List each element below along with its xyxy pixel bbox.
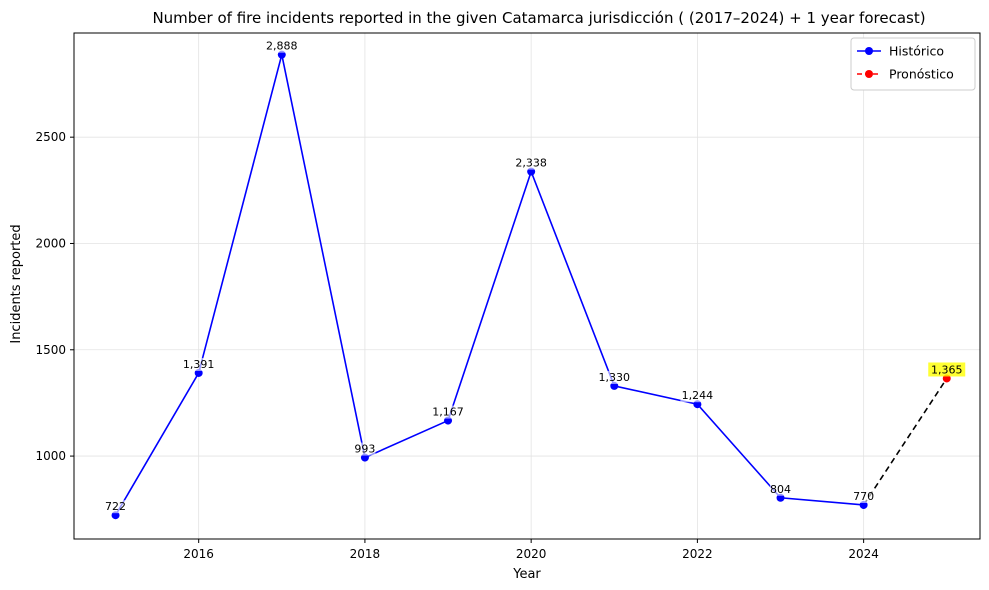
- x-axis-label: Year: [512, 567, 541, 582]
- forecast-label-highlight: [928, 362, 966, 377]
- forecast-data-label: 1,365: [931, 363, 963, 376]
- y-tick-label: 2500: [35, 130, 66, 144]
- legend-label: Histórico: [889, 44, 944, 59]
- data-label: 770: [853, 490, 874, 503]
- data-label: 1,167: [432, 406, 464, 419]
- x-tick-label: 2016: [183, 547, 214, 561]
- data-label-background: [104, 500, 127, 514]
- x-tick-label: 2018: [350, 547, 381, 561]
- data-label: 993: [354, 443, 375, 456]
- data-label: 2,888: [266, 40, 298, 53]
- data-label: 722: [105, 500, 126, 513]
- data-label: 1,244: [682, 389, 714, 402]
- x-tick-label: 2024: [848, 547, 879, 561]
- data-label-background: [514, 156, 549, 170]
- y-tick-label: 1000: [35, 449, 66, 463]
- axes: 2016 2018 2020 2022 2024 1000 1500 2000 2500: [35, 32, 981, 561]
- chart-title: Number of fire incidents reported in the…: [152, 9, 925, 27]
- data-label-background: [354, 442, 376, 456]
- legend-label: Pronóstico: [889, 67, 954, 82]
- grid: [74, 33, 980, 539]
- x-tick-label: 2020: [516, 547, 547, 561]
- data-label: 804: [770, 483, 791, 496]
- data-label-background: [769, 482, 792, 496]
- legend-marker-swatch: [865, 70, 873, 78]
- data-label-background: [181, 357, 216, 371]
- data-label-background: [431, 405, 466, 419]
- data-label-background: [853, 489, 875, 503]
- legend-marker-swatch: [865, 47, 873, 55]
- series-line-historico: [114, 54, 864, 516]
- x-tick-label: 2022: [682, 547, 713, 561]
- data-labels: 722 1,391 2,888 993 1,167 2,338 1,330 1,244 804 7…: [104, 39, 966, 514]
- data-label: 1,391: [183, 358, 215, 371]
- y-tick-label: 1500: [35, 343, 66, 357]
- data-label-background: [597, 370, 632, 384]
- data-label: 1,330: [599, 371, 631, 384]
- data-label-background: [680, 389, 715, 403]
- y-tick-label: 2000: [35, 236, 66, 250]
- plot-frame: [73, 32, 981, 540]
- forecast-connector-line: [862, 378, 948, 506]
- legend: Histórico Pronóstico: [850, 37, 976, 91]
- data-label-background: [264, 39, 299, 53]
- y-axis-label: Incidents reported: [9, 224, 24, 343]
- legend-box: [850, 37, 976, 91]
- data-label: 2,338: [515, 157, 547, 170]
